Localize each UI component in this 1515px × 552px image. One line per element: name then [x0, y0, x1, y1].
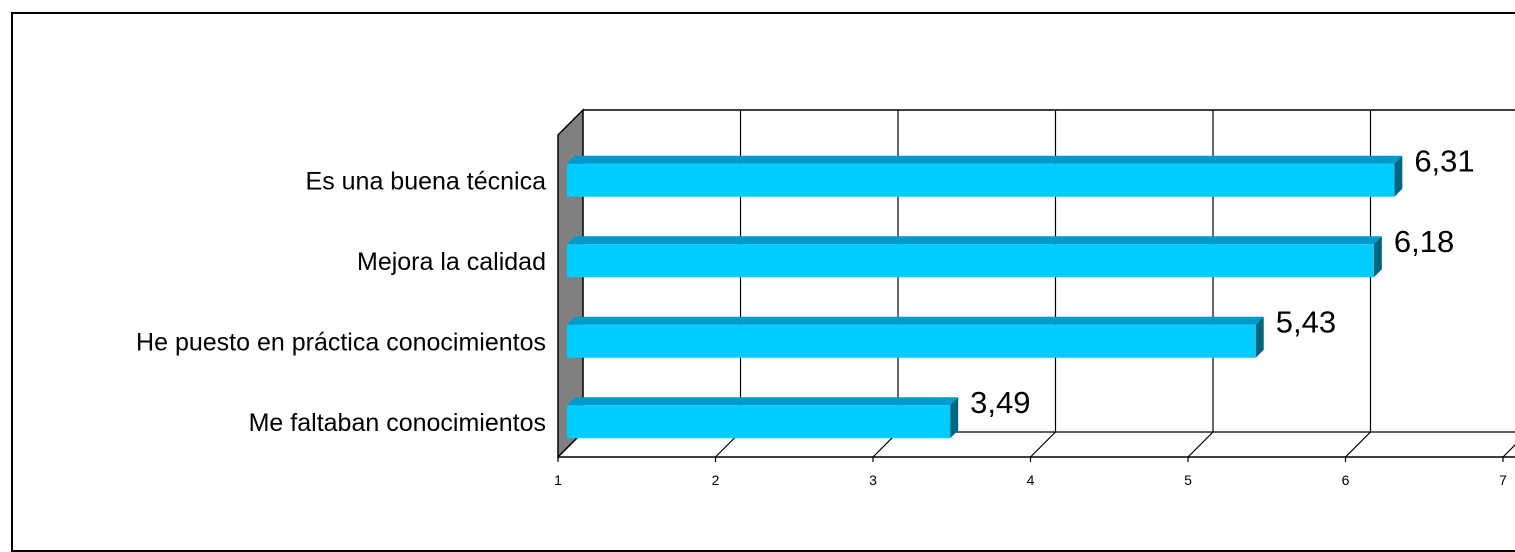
data-label: 6,18: [1394, 224, 1454, 259]
x-tick-label: 5: [1184, 472, 1192, 488]
bar-side: [1373, 236, 1382, 278]
category-label: Es una buena técnica: [306, 167, 547, 195]
chart-bars: [567, 155, 1403, 439]
x-tick-label: 3: [869, 472, 877, 488]
bar-side: [1394, 155, 1403, 197]
bar: [567, 163, 1395, 197]
chart-frame: [11, 12, 1515, 552]
data-label: 5,43: [1276, 304, 1336, 339]
x-tick-label: 6: [1342, 472, 1350, 488]
floor-gridline: [1502, 444, 1515, 458]
category-label: Mejora la calidad: [357, 248, 546, 276]
floor-gridline: [1030, 431, 1056, 458]
data-label: 3,49: [970, 385, 1030, 420]
bar-side: [950, 397, 959, 439]
x-tick-label: 1: [554, 472, 562, 488]
category-label: He puesto en práctica conocimientos: [136, 328, 546, 356]
chart-labels: 1 2 3 4 5 6 7 Es una buena técnica 6,31 Mejora la…: [136, 143, 1507, 488]
x-tick-label: 4: [1027, 472, 1035, 488]
data-label: 6,31: [1414, 143, 1474, 178]
bar: [567, 244, 1374, 278]
bar-top: [567, 397, 959, 406]
bar-top: [567, 236, 1382, 245]
x-tick-label: 7: [1499, 472, 1507, 488]
bar: [567, 324, 1256, 358]
x-tick-label: 2: [712, 472, 720, 488]
floor-gridline: [1345, 431, 1371, 458]
floor-gridline: [1187, 431, 1214, 458]
bar-side: [1255, 316, 1264, 358]
bar-top: [567, 155, 1403, 164]
category-label: Me faltaban conocimientos: [249, 409, 546, 437]
bar: [567, 405, 951, 439]
bar-top: [567, 316, 1264, 325]
